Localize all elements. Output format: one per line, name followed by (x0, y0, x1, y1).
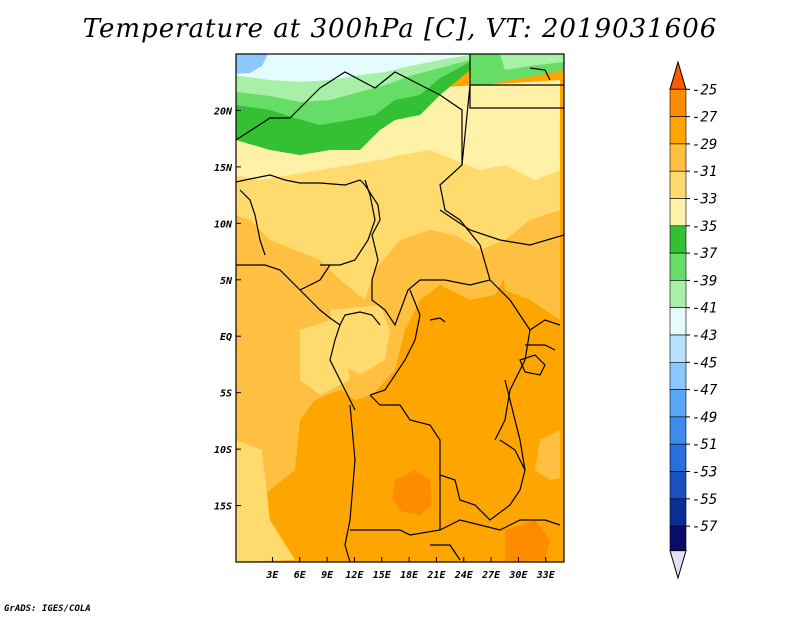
colorbar-segment (669, 334, 687, 363)
lake-mark-1 (429, 317, 446, 323)
colorbar-segment (669, 225, 687, 254)
colorbar-label: -27 (692, 110, 718, 126)
border-sahel (236, 71, 491, 327)
border-egypt-sudan (469, 54, 564, 109)
lon-tick-label: 24E (454, 570, 474, 581)
border-nigeria (320, 179, 376, 266)
lon-tick-label: 9E (321, 570, 334, 581)
colorbar-segment (669, 143, 687, 172)
colorbar-segment (669, 525, 687, 551)
field-band-east (500, 230, 560, 320)
colorbar-label: -35 (692, 219, 717, 235)
colorbar-label: -45 (692, 355, 717, 371)
colorbar-label: -47 (692, 383, 718, 399)
colorbar-label: -31 (692, 164, 717, 180)
field-patch-congo (330, 305, 390, 375)
lon-tick-label: 6E (294, 570, 307, 581)
colorbar-label: -57 (692, 519, 718, 535)
colorbar-label: -29 (692, 137, 717, 153)
lake-victoria (519, 354, 546, 376)
colorbar-label: -39 (692, 273, 717, 289)
map-frame (235, 53, 565, 563)
map-title: Temperature at 300hPa [C], VT: 201903160… (82, 14, 718, 44)
colorbar-segment (669, 116, 687, 145)
grads-credit: GrADS: IGES/COLA (4, 604, 91, 614)
lat-tick-label: 10S (214, 445, 232, 456)
temperature-field (236, 54, 564, 562)
colorbar-arrow-low (669, 550, 687, 580)
lon-tick-label: 27E (481, 570, 501, 581)
colorbar-segment (669, 389, 687, 418)
colorbar-segment (669, 443, 687, 472)
border-congo (369, 289, 421, 396)
field-patch-27-se (505, 520, 550, 562)
colorbar-label: -33 (692, 192, 717, 208)
lat-tick-label: 10N (214, 219, 233, 230)
colorbar-segment (669, 471, 687, 500)
border-west-coast (309, 299, 356, 411)
border-angola-namibia (350, 475, 441, 536)
border-gabon (339, 311, 381, 326)
border-sudan-south (439, 209, 564, 246)
colorbar-segment (669, 198, 687, 227)
lat-tick-label: 20N (213, 106, 233, 117)
border-coast (236, 264, 311, 301)
colorbar-label: -51 (692, 437, 717, 453)
colorbar-segment (669, 280, 687, 308)
border-zambia-south (439, 519, 561, 531)
colorbar-label: -55 (692, 492, 717, 508)
lat-tick-label: EQ (220, 332, 232, 343)
border-red-sea (529, 67, 551, 81)
field-band-33-sw (236, 440, 295, 562)
lon-tick-label: 12E (345, 570, 364, 581)
field-band-ne-light (500, 54, 564, 70)
border-benin (299, 264, 331, 291)
lat-tick-label: 5S (220, 389, 232, 400)
colorbar-label: -53 (692, 465, 717, 481)
border-lake-tanganyika (504, 379, 526, 471)
colorbar-segment (669, 498, 687, 527)
lat-tick-label: 15N (214, 163, 233, 174)
colorbar-label: -43 (692, 328, 717, 344)
colorbar-segment (669, 252, 687, 281)
lon-tick-label: 33E (536, 570, 556, 581)
colorbar-label: -41 (692, 301, 717, 317)
colorbar-segment (669, 170, 687, 199)
border-drc-south (369, 394, 526, 521)
border-botswana (430, 544, 461, 561)
lat-tick-label: 15S (214, 502, 232, 513)
latitude-ticks: 20N 15N 10N 5N EQ 5S 10S 15S (213, 106, 241, 513)
lon-tick-label: 21E (426, 570, 446, 581)
border-libya (461, 84, 564, 166)
lon-tick-label: 18E (400, 570, 419, 581)
colorbar-segment (669, 361, 687, 390)
field-band-east2 (535, 430, 560, 480)
colorbar-label: -25 (692, 82, 717, 98)
field-band-33 (236, 130, 560, 300)
colorbar-segment (669, 416, 687, 445)
country-borders (236, 54, 564, 562)
colorbar-label: -49 (692, 410, 717, 426)
field-patch-27 (392, 470, 432, 515)
longitude-ticks: 3E 6E 9E 12E 15E 18E 21E 24E 27E 30E 33E (265, 557, 556, 581)
field-band-43 (236, 54, 475, 82)
lon-tick-label: 30E (508, 570, 528, 581)
field-band-47 (236, 54, 268, 74)
colorbar-arrow-high (669, 60, 687, 90)
lon-tick-label: 15E (373, 570, 392, 581)
border-angola-west (344, 404, 356, 562)
border-kenya (525, 319, 561, 351)
lon-tick-label: 3E (265, 570, 279, 581)
colorbar-segment (669, 89, 687, 117)
colorbar-segment (669, 307, 687, 336)
border-guinea (239, 189, 266, 256)
colorbar-label: -37 (692, 246, 718, 262)
lat-tick-label: 5N (220, 276, 233, 287)
colorbar: -25 -27 -29 -31 -33 -35 -37 -39 -41 -43 -45 -47 -49 -… (669, 60, 718, 580)
